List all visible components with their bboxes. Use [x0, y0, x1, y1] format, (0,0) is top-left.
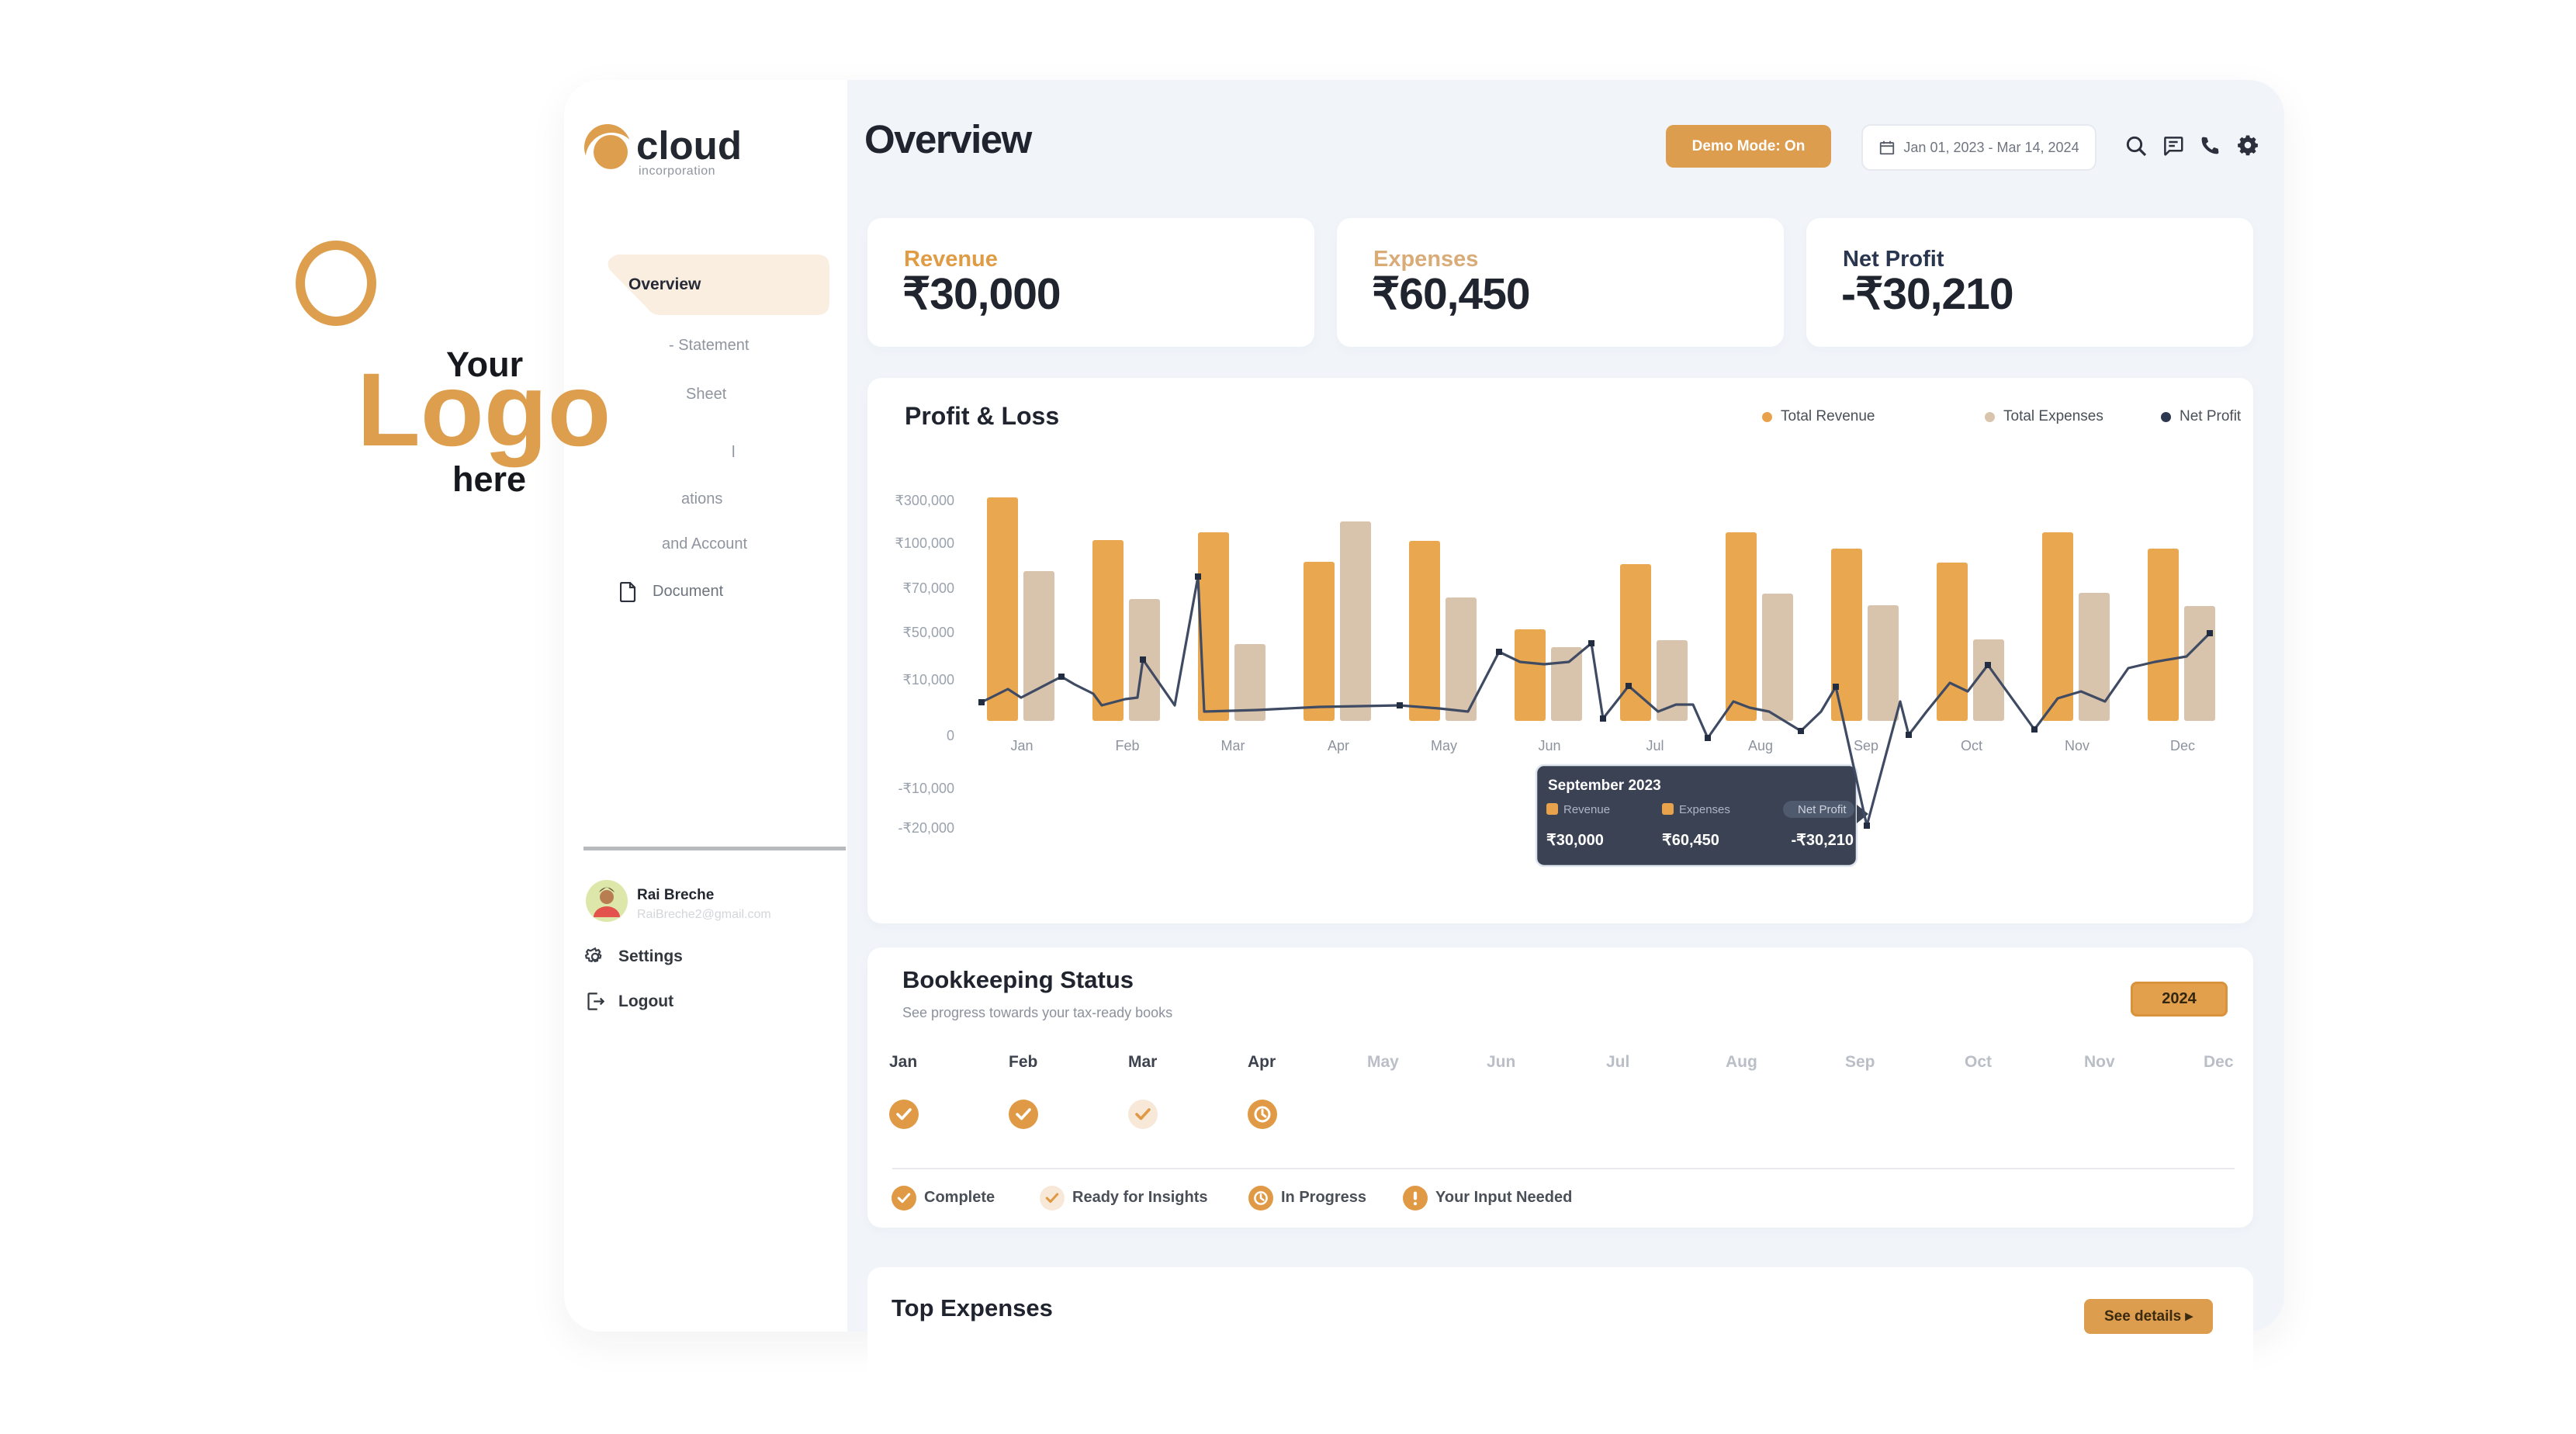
svg-text:Mar: Mar — [1221, 738, 1245, 753]
svg-text:Revenue: Revenue — [1563, 803, 1610, 816]
svg-text:-₹20,000: -₹20,000 — [898, 820, 954, 836]
svg-text:Jul: Jul — [1646, 738, 1664, 753]
svg-text:Expenses: Expenses — [1679, 803, 1730, 816]
svg-text:Apr: Apr — [1328, 738, 1349, 753]
svg-text:Feb: Feb — [1115, 738, 1139, 753]
svg-text:Net Profit: Net Profit — [1798, 803, 1847, 816]
svg-text:Aug: Aug — [1748, 738, 1773, 753]
svg-text:0: 0 — [947, 728, 954, 743]
svg-text:Nov: Nov — [2065, 738, 2090, 753]
svg-text:₹50,000: ₹50,000 — [902, 625, 954, 640]
svg-text:Jun: Jun — [1538, 738, 1560, 753]
svg-text:₹100,000: ₹100,000 — [895, 535, 954, 551]
svg-text:₹300,000: ₹300,000 — [895, 493, 954, 508]
svg-text:₹70,000: ₹70,000 — [902, 580, 954, 596]
svg-text:May: May — [1431, 738, 1457, 753]
svg-text:Dec: Dec — [2170, 738, 2195, 753]
svg-text:Jan: Jan — [1010, 738, 1033, 753]
svg-text:Sep: Sep — [1854, 738, 1878, 753]
svg-text:₹10,000: ₹10,000 — [902, 672, 954, 688]
svg-text:September 2023: September 2023 — [1548, 778, 1661, 794]
svg-text:-₹30,210: -₹30,210 — [1791, 832, 1854, 849]
svg-text:-₹10,000: -₹10,000 — [898, 781, 954, 796]
svg-text:Oct: Oct — [1961, 738, 1982, 753]
svg-text:₹30,000: ₹30,000 — [1546, 832, 1604, 849]
svg-text:₹60,450: ₹60,450 — [1662, 832, 1719, 849]
